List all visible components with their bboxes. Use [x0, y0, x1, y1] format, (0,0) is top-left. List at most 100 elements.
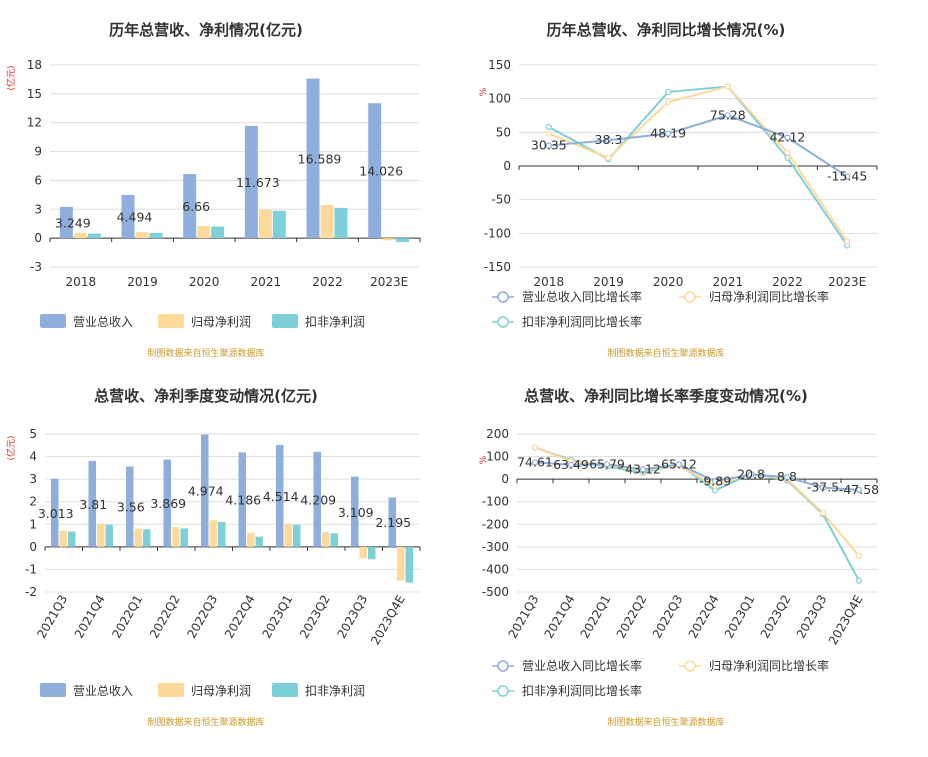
y-tick-label: 1	[29, 517, 37, 531]
data-point	[819, 509, 827, 517]
x-tick-label: 2023Q3	[334, 593, 370, 641]
legend-label: 营业总收入	[73, 315, 133, 329]
quarterly-growth-chart: 总营收、净利同比增长率季度变动情况(%) % -500 -400 -300 -200 -…	[464, 370, 928, 748]
y-tick-label: 2	[29, 495, 37, 509]
y-tick-label: 12	[27, 116, 42, 130]
data-point	[665, 88, 672, 96]
chart-title: 总营收、净利季度变动情况(亿元)	[94, 387, 318, 405]
data-label: 3.109	[338, 505, 374, 520]
bar	[197, 226, 211, 239]
source-note: 制图数据来自恒生聚源数据库	[147, 716, 264, 728]
bar	[284, 523, 292, 547]
x-tick-label: 2018	[66, 275, 97, 289]
x-tick-label: 2019	[593, 275, 624, 289]
bar	[293, 524, 301, 547]
data-label: 65.79	[589, 456, 625, 471]
data-label: 3.249	[55, 216, 91, 231]
bar	[382, 238, 396, 241]
data-label: -37.5	[807, 480, 839, 495]
data-label: 6.66	[182, 199, 210, 214]
data-point	[545, 130, 552, 137]
data-label: 75.28	[710, 107, 746, 122]
data-point	[819, 484, 827, 491]
bar	[330, 533, 338, 547]
data-point	[783, 474, 791, 481]
data-label: 16.589	[298, 151, 342, 166]
bar	[183, 174, 197, 239]
bar	[405, 546, 413, 583]
data-label: 38.3	[595, 132, 623, 147]
x-tick-label: 2021Q4	[72, 593, 108, 641]
data-label: 3.56	[117, 500, 145, 515]
x-tick-label: 2020	[189, 275, 220, 289]
bar	[247, 532, 255, 547]
data-point	[567, 461, 575, 468]
x-tick-label: 2022Q1	[109, 593, 145, 641]
series-line	[534, 461, 860, 491]
x-tick-label: 2022Q3	[650, 593, 686, 641]
data-point	[844, 238, 851, 245]
data-label: 48.19	[650, 126, 686, 141]
legend-marker	[497, 291, 509, 303]
x-tick-label: 2022Q4	[686, 593, 722, 641]
x-tick-label: 2018	[534, 275, 565, 289]
legend-swatch	[158, 683, 184, 697]
x-tick-label: 2021Q3	[34, 593, 70, 641]
x-tick-label: 2023Q4E	[368, 593, 408, 648]
x-tick-label: 2023Q2	[297, 593, 333, 641]
bar	[143, 529, 151, 547]
x-tick-label: 2021Q3	[506, 593, 542, 641]
data-point	[639, 466, 647, 473]
data-point	[784, 149, 791, 156]
y-tick-label: 50	[496, 125, 511, 139]
bar	[388, 497, 396, 547]
x-tick-label: 2023Q1	[722, 593, 758, 641]
legend-label: 扣非净利润同比增长率	[522, 314, 642, 329]
bar	[322, 532, 330, 547]
legend: 营业总收入 归母净利润 扣非净利润	[40, 683, 365, 698]
legend-marker	[497, 316, 509, 328]
bar	[306, 78, 320, 239]
bar	[105, 524, 113, 547]
y-tick-label: -500	[482, 585, 509, 599]
y-tick-label: 5	[29, 427, 37, 441]
y-tick-label: 150	[488, 58, 511, 72]
legend-swatch	[158, 314, 184, 328]
data-label: 30.35	[531, 138, 567, 153]
y-tick-label: -100	[484, 226, 511, 240]
x-tick-label: 2023Q4E	[826, 593, 866, 648]
data-label: 3.81	[79, 497, 107, 512]
data-point	[665, 98, 672, 106]
annual-growth-chart: 历年总营收、净利同比增长情况(%) % -150 -100 -50 0 50 100 150…	[464, 0, 928, 378]
bar	[359, 546, 367, 559]
legend-label: 营业总收入同比增长率	[522, 289, 642, 304]
x-tick-label: 2022	[312, 275, 343, 289]
y-tick-label: 18	[27, 58, 42, 72]
bar	[51, 478, 59, 547]
y-unit-label: %	[479, 455, 489, 464]
chart-title: 历年总营收、净利情况(亿元)	[109, 21, 303, 39]
x-tick-label: 2022Q1	[578, 593, 614, 641]
data-label: 4.494	[117, 210, 153, 225]
bar	[396, 238, 410, 242]
y-tick-label: 0	[29, 540, 37, 554]
bar	[88, 460, 96, 547]
bar	[276, 444, 284, 547]
legend-label: 归母净利润	[191, 684, 251, 698]
y-tick-label: -300	[482, 540, 509, 554]
data-point	[675, 461, 683, 468]
source-note: 制图数据来自恒生聚源数据库	[147, 347, 264, 359]
quarterly-revenue-profit-chart: 总营收、净利季度变动情况(亿元) (亿元) -2 -1 0 1 2 3 4 5 2021Q3 20…	[0, 370, 464, 748]
y-tick-label: 3	[34, 202, 42, 216]
data-label: -15.45	[827, 168, 867, 183]
annual-growth-svg: 历年总营收、净利同比增长情况(%) % -150 -100 -50 0 50 100 150…	[479, 21, 878, 359]
data-label: 74.61	[517, 454, 553, 469]
data-point	[855, 486, 863, 493]
x-tick-label: 2021Q4	[542, 593, 578, 641]
bar	[255, 536, 263, 547]
x-tick-label: 2022Q3	[184, 593, 220, 641]
legend-label: 营业总收入	[73, 684, 133, 698]
plot-area: -150 -100 -50 0 50 100 150 2018 2019 2020 2021 2022…	[484, 58, 878, 289]
x-tick-label: 2023Q2	[758, 593, 794, 641]
